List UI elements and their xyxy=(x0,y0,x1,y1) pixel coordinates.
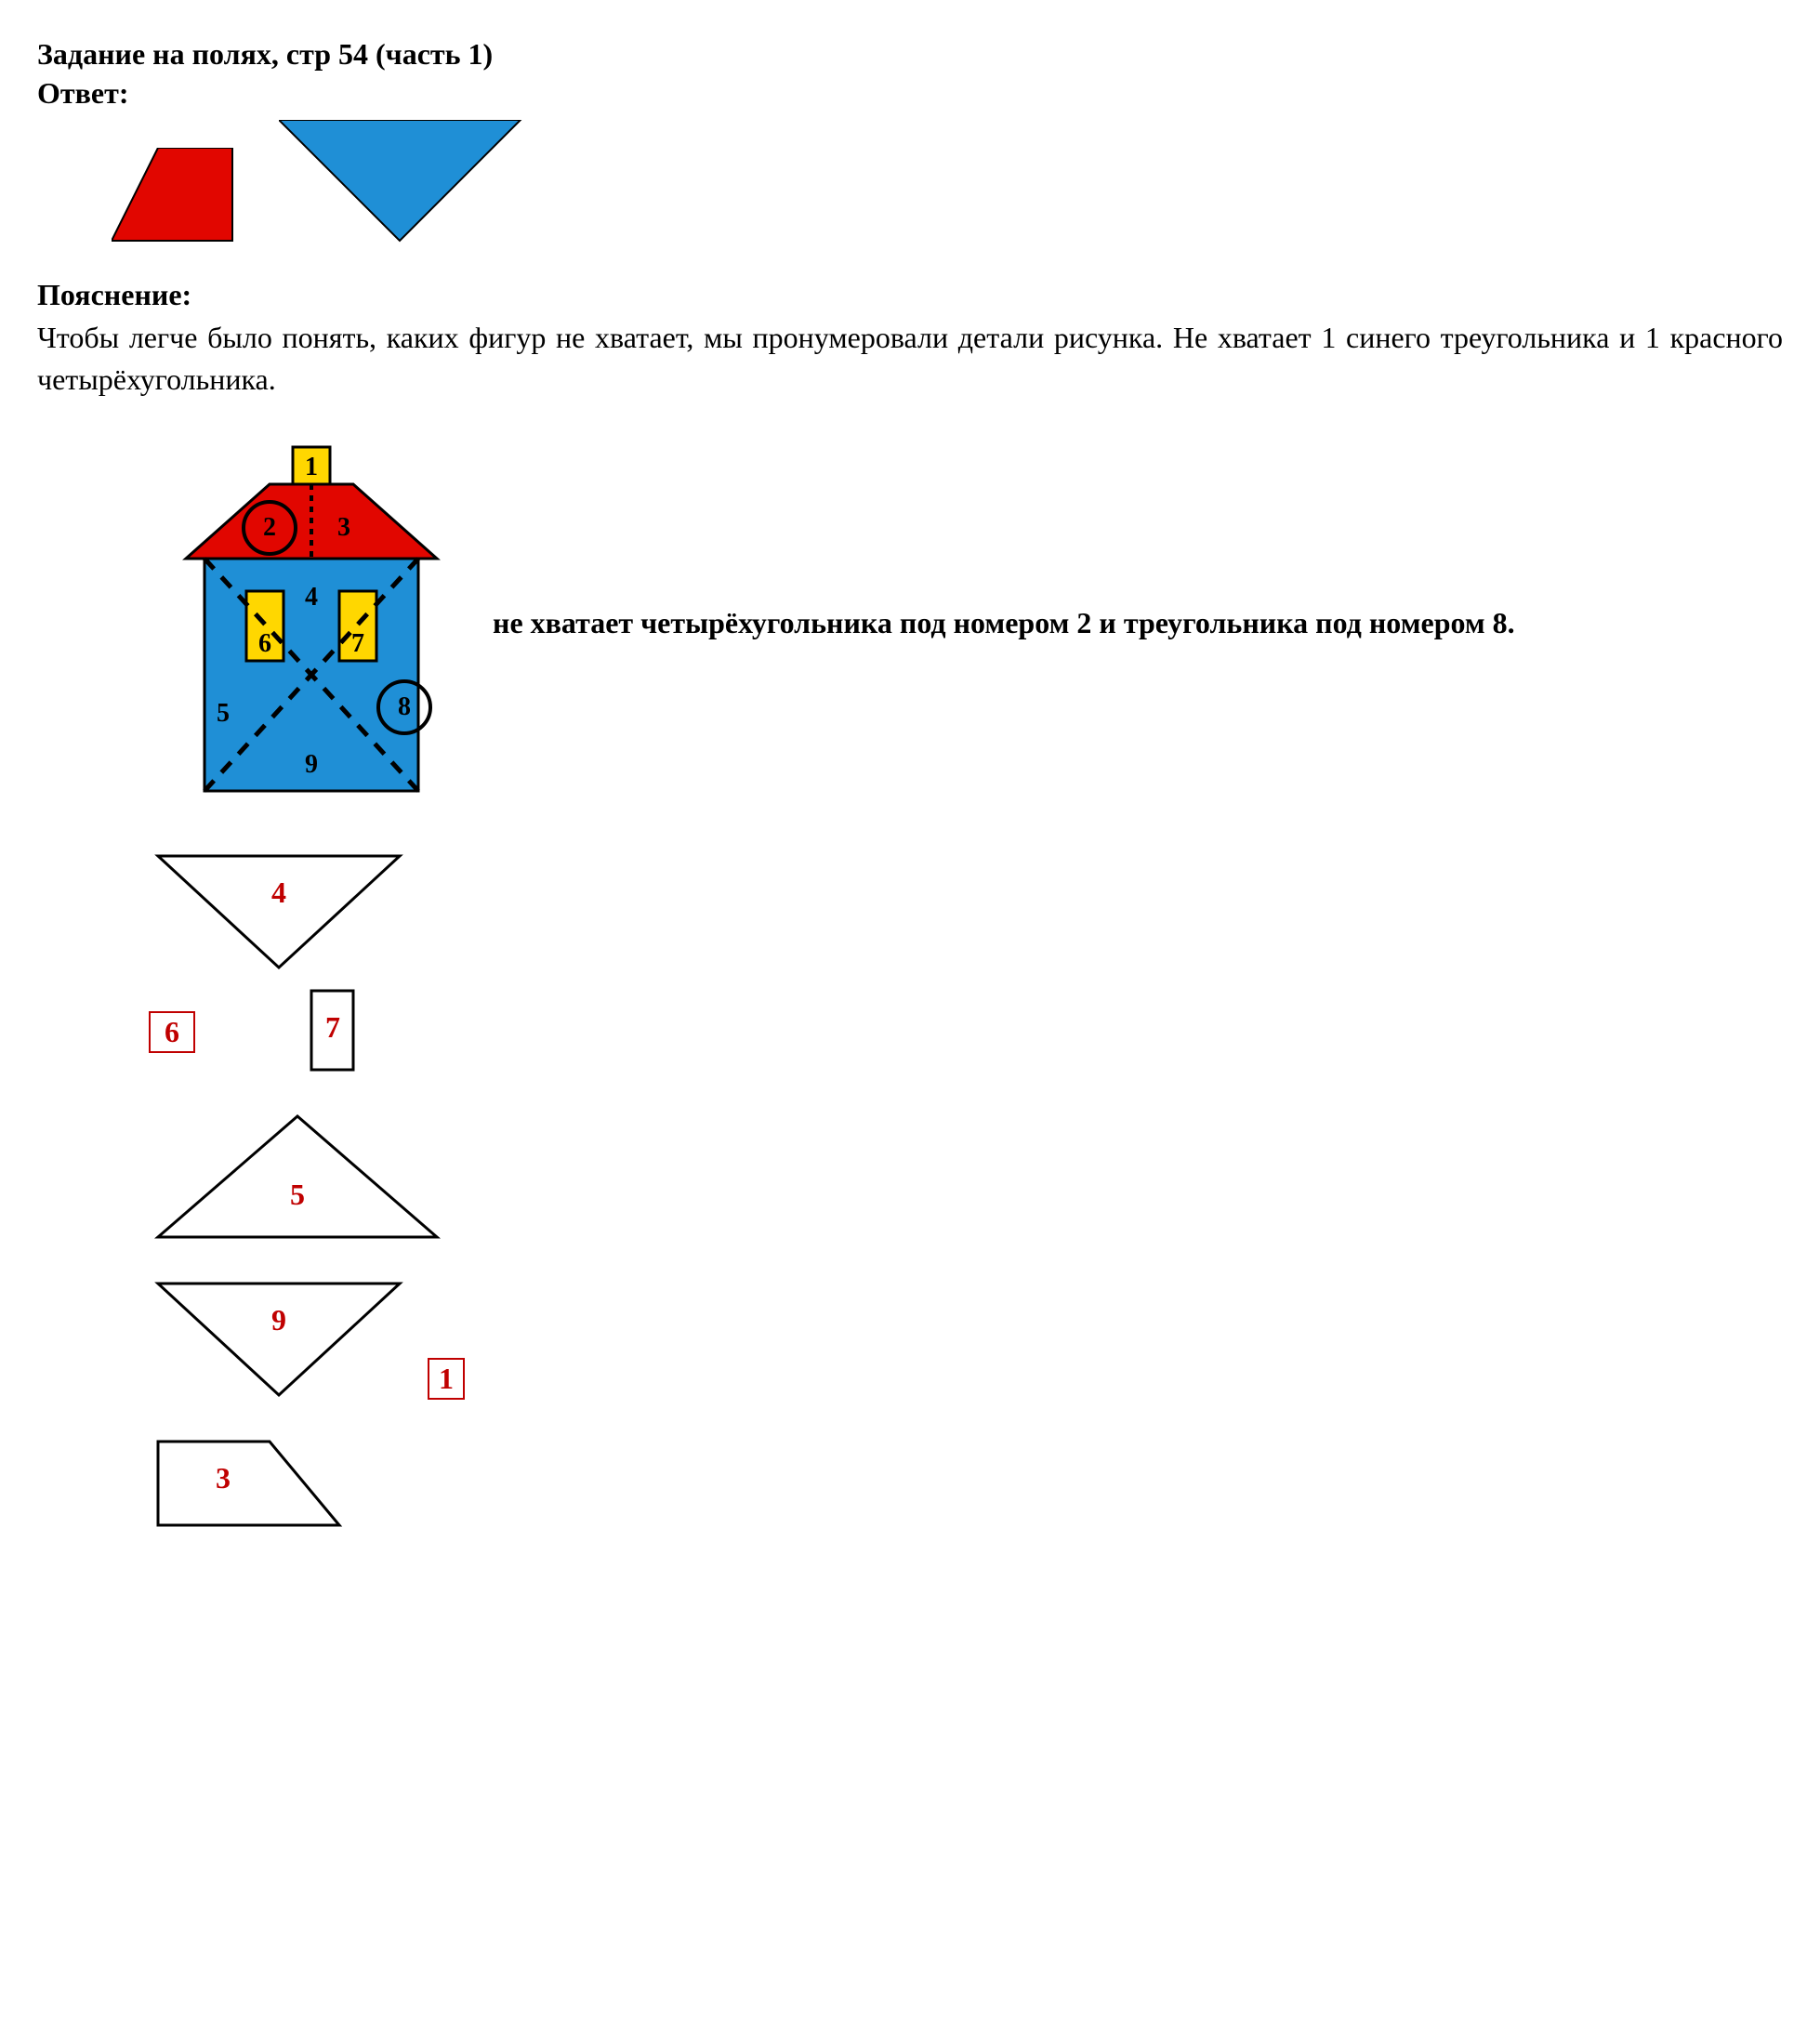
explanation-label: Пояснение: xyxy=(37,278,1783,312)
svg-text:9: 9 xyxy=(305,750,318,779)
svg-text:3: 3 xyxy=(337,513,350,542)
svg-text:4: 4 xyxy=(271,876,286,909)
blue-triangle-icon xyxy=(279,120,530,250)
piece-trapezoid-3: 3 xyxy=(149,1432,353,1534)
svg-text:4: 4 xyxy=(305,583,318,612)
red-trapezoid-icon xyxy=(112,148,242,250)
task-title: Задание на полях, стр 54 (часть 1) xyxy=(37,37,1783,72)
house-section: 1 2 3 6 7 4 5 8 9 не хватает четырёхугол… xyxy=(149,438,1783,810)
svg-text:2: 2 xyxy=(263,513,276,542)
svg-text:1: 1 xyxy=(305,453,318,481)
svg-text:7: 7 xyxy=(325,1010,340,1044)
svg-text:9: 9 xyxy=(271,1303,286,1337)
explanation-text: Чтобы легче было понять, каких фигур не … xyxy=(37,317,1783,401)
piece-rect-6: 6 xyxy=(149,1011,195,1053)
house-diagram: 1 2 3 6 7 4 5 8 9 xyxy=(149,438,465,810)
svg-text:5: 5 xyxy=(217,699,230,728)
answer-shapes xyxy=(112,120,1783,250)
piece-rect-7: 7 xyxy=(307,986,363,1079)
svg-text:3: 3 xyxy=(216,1461,231,1495)
pieces-section: 4 6 7 5 9 1 3 xyxy=(149,847,1783,1534)
piece-triangle-9: 9 xyxy=(149,1274,409,1404)
svg-text:8: 8 xyxy=(398,692,411,721)
piece-triangle-4: 4 xyxy=(149,847,409,977)
piece-triangle-5: 5 xyxy=(149,1107,446,1246)
svg-text:6: 6 xyxy=(258,629,271,658)
piece-rect-1: 1 xyxy=(428,1358,465,1400)
answer-label: Ответ: xyxy=(37,76,1783,111)
svg-text:7: 7 xyxy=(351,629,364,658)
svg-text:5: 5 xyxy=(290,1178,305,1211)
house-annotation: не хватает четырёхугольника под номером … xyxy=(493,604,1515,643)
